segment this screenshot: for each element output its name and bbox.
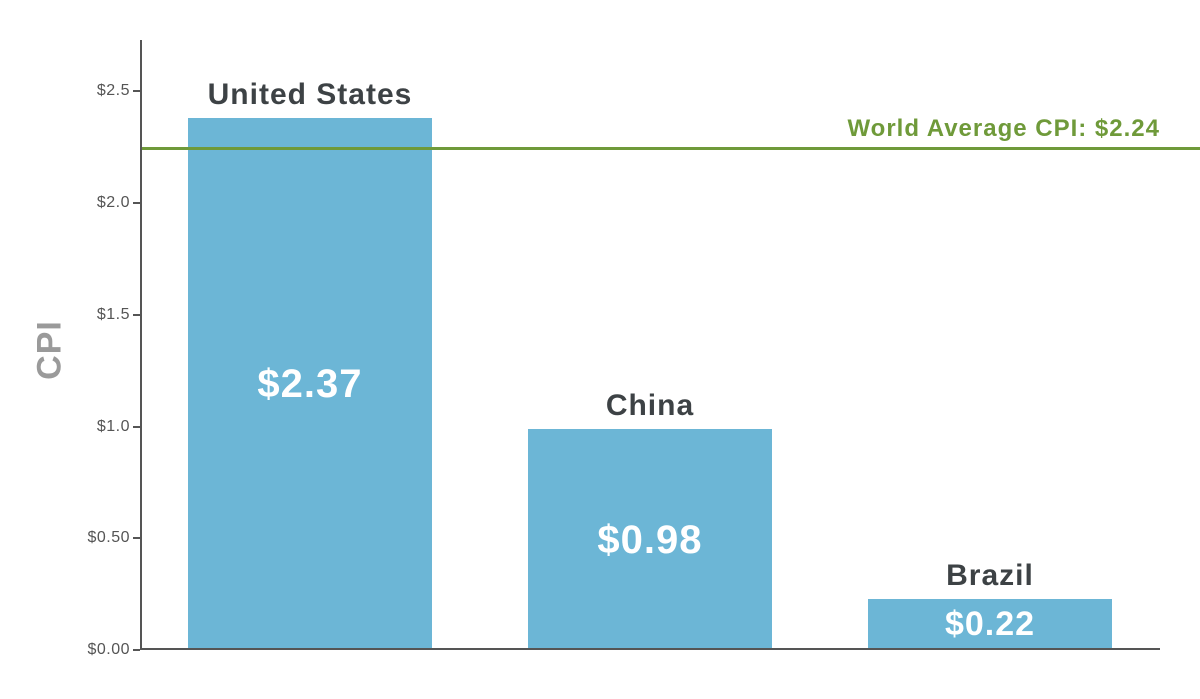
y-tick-mark	[133, 314, 140, 316]
bar: China$0.98	[528, 429, 773, 648]
cpi-bar-chart: CPI $0.00$0.50$1.0$1.5$2.0$2.5United Sta…	[0, 0, 1200, 699]
y-tick-label: $0.50	[87, 529, 130, 547]
reference-line	[142, 147, 1200, 150]
bar-category-label: Brazil	[946, 559, 1034, 593]
bar-value-label: $2.37	[257, 362, 362, 407]
bar-category-label: China	[606, 389, 694, 423]
y-tick-label: $1.0	[97, 418, 130, 436]
y-axis-line	[140, 40, 142, 650]
bar: United States$2.37	[188, 118, 433, 648]
x-axis-line	[140, 648, 1160, 650]
y-tick-mark	[133, 202, 140, 204]
bar-value-label: $0.22	[945, 605, 1035, 644]
plot-area: $0.00$0.50$1.0$1.5$2.0$2.5United States$…	[140, 40, 1160, 650]
bar-category-label: United States	[208, 78, 413, 112]
reference-line-label: World Average CPI: $2.24	[847, 115, 1160, 143]
bar: Brazil$0.22	[868, 599, 1113, 648]
y-tick-mark	[133, 426, 140, 428]
y-axis-label: CPI	[30, 320, 69, 380]
y-tick-label: $2.5	[97, 82, 130, 100]
y-tick-mark	[133, 649, 140, 651]
y-tick-label: $0.00	[87, 641, 130, 659]
y-tick-mark	[133, 537, 140, 539]
y-tick-label: $1.5	[97, 306, 130, 324]
bar-value-label: $0.98	[597, 518, 702, 563]
y-tick-label: $2.0	[97, 194, 130, 212]
y-tick-mark	[133, 90, 140, 92]
